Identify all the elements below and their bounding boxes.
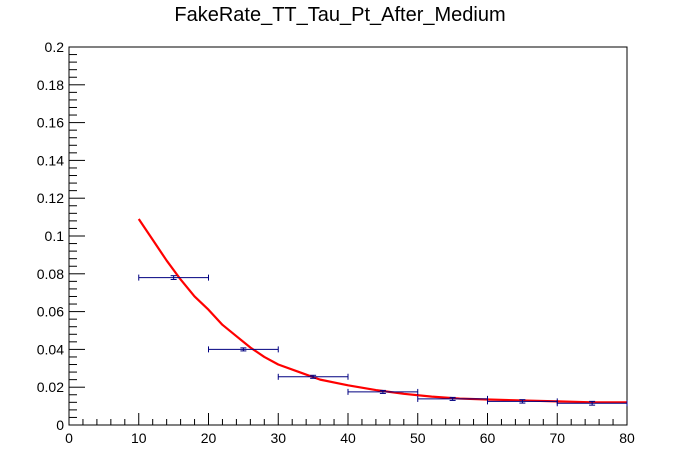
ticks xyxy=(68,46,628,426)
tick-labels: 0 10 20 30 40 50 60 70 80 0 0.02 0.04 0.06 0.08 0.1 0.1… xyxy=(37,39,635,446)
axes xyxy=(68,46,628,426)
data-point xyxy=(417,395,488,402)
y-tick-label: 0.12 xyxy=(37,190,64,206)
data-point xyxy=(138,274,209,281)
data-points-layer xyxy=(138,274,628,407)
x-tick-label: 30 xyxy=(270,430,286,446)
plot-frame xyxy=(68,46,628,426)
data-point xyxy=(208,346,279,353)
y-tick-label: 0 xyxy=(56,417,64,433)
y-tick-label: 0.04 xyxy=(37,341,64,357)
x-tick-label: 40 xyxy=(340,430,356,446)
y-tick-label: 0.18 xyxy=(37,77,64,93)
data-point xyxy=(277,373,349,380)
fit-curve xyxy=(137,218,627,404)
x-tick-label: 20 xyxy=(201,430,217,446)
y-tick-label: 0.1 xyxy=(45,228,65,244)
fit-curve-layer xyxy=(137,218,627,404)
y-tick-label: 0.2 xyxy=(45,39,65,55)
x-tick-label: 70 xyxy=(549,430,565,446)
data-point xyxy=(556,400,628,407)
y-tick-label: 0.08 xyxy=(37,266,64,282)
y-tick-label: 0.06 xyxy=(37,304,64,320)
y-tick-label: 0.02 xyxy=(37,379,64,395)
x-tick-label: 60 xyxy=(480,430,496,446)
x-tick-label: 50 xyxy=(410,430,426,446)
y-tick-label: 0.14 xyxy=(37,152,64,168)
chart-title: FakeRate_TT_Tau_Pt_After_Medium xyxy=(174,4,506,26)
x-tick-label: 0 xyxy=(65,430,73,446)
y-tick-label: 0.16 xyxy=(37,115,64,131)
data-point xyxy=(347,388,419,395)
x-tick-label: 10 xyxy=(131,430,147,446)
x-tick-label: 80 xyxy=(619,430,635,446)
